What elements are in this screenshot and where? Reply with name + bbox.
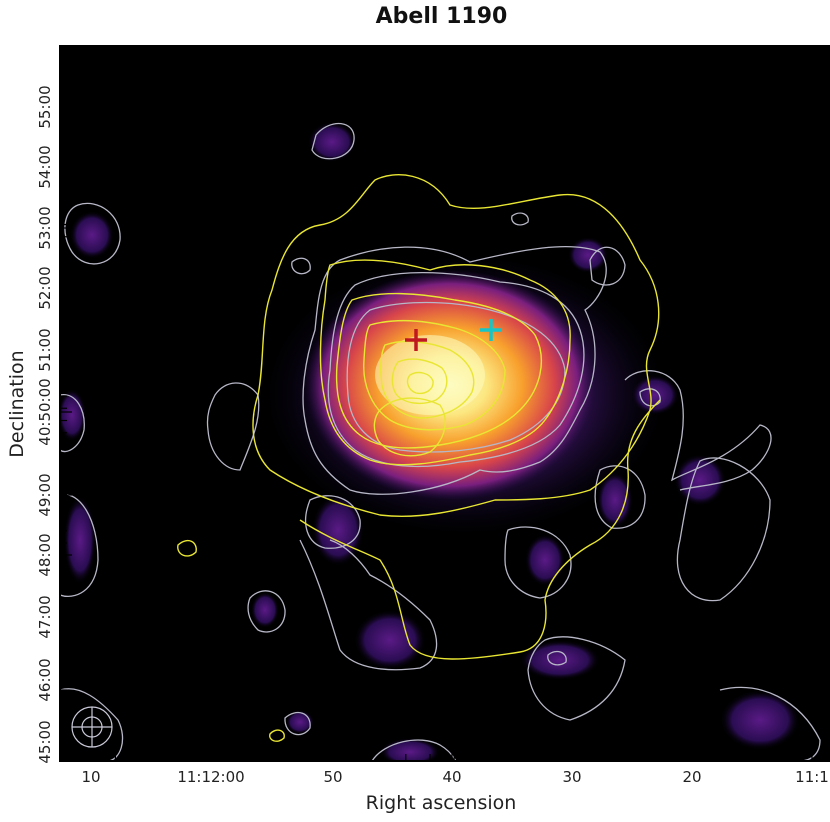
x-tick-label: 20 [682,768,701,786]
yellow-contours [177,174,661,742]
y-tick-label: 53:00 [36,206,54,249]
x-tick-label: 11:12:00 [177,768,244,786]
y-tick-label: 52:00 [36,266,54,309]
image-layer [60,122,821,761]
tick-marks [60,46,830,761]
x-tick-label: 40 [442,768,461,786]
image-title: Abell 1190 [375,4,508,29]
y-tick-label: 40:50:00 [36,378,54,445]
x-tick-label: 11:1 [795,768,829,786]
y-tick-label: 51:00 [36,328,54,371]
y-tick-label: 55:00 [36,85,54,128]
x-tick-label: 30 [562,768,581,786]
x-axis-label: Right ascension [366,792,517,814]
cyan-cross-marker [480,319,502,341]
x-tick-label: 50 [323,768,342,786]
red-cross-marker [405,329,427,351]
grey-contours [60,122,821,761]
x-tick-label: 10 [81,768,100,786]
y-tick-label: 48:00 [36,533,54,576]
x-tick-labels: 10 11:12:00 50 40 30 20 11:1 [81,768,828,786]
y-tick-labels: 45:00 46:00 47:00 48:00 49:00 40:50:00 51:00 52… [36,85,54,763]
y-axis-label: Declination [6,350,28,457]
y-tick-label: 46:00 [36,658,54,701]
beam-ellipse-icon [71,706,113,748]
y-tick-label: 49:00 [36,473,54,516]
plot-frame [59,45,830,762]
y-tick-label: 45:00 [36,720,54,763]
y-tick-label: 47:00 [36,595,54,638]
y-tick-label: 54:00 [36,145,54,188]
